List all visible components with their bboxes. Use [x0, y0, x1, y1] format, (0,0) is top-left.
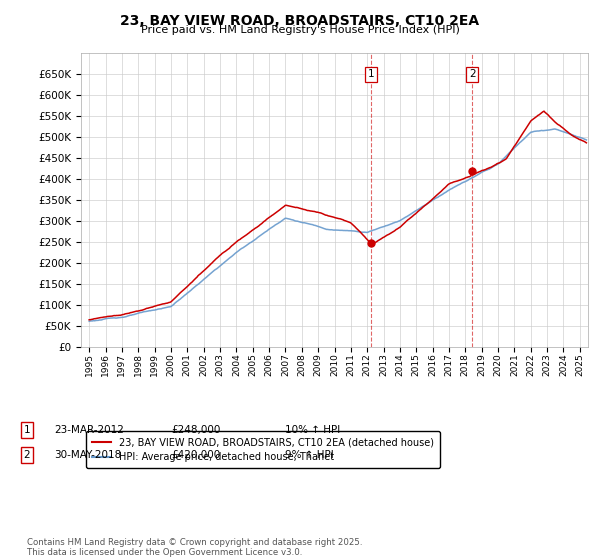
Text: 23-MAR-2012: 23-MAR-2012: [54, 425, 124, 435]
Text: 1: 1: [23, 425, 31, 435]
Text: 1: 1: [367, 69, 374, 79]
Text: 2: 2: [23, 450, 31, 460]
Text: Contains HM Land Registry data © Crown copyright and database right 2025.
This d: Contains HM Land Registry data © Crown c…: [27, 538, 362, 557]
Text: 30-MAY-2018: 30-MAY-2018: [54, 450, 121, 460]
Text: 2: 2: [469, 69, 476, 79]
Text: 10% ↑ HPI: 10% ↑ HPI: [285, 425, 340, 435]
Text: 9% ↑ HPI: 9% ↑ HPI: [285, 450, 334, 460]
Text: Price paid vs. HM Land Registry's House Price Index (HPI): Price paid vs. HM Land Registry's House …: [140, 25, 460, 35]
Text: 23, BAY VIEW ROAD, BROADSTAIRS, CT10 2EA: 23, BAY VIEW ROAD, BROADSTAIRS, CT10 2EA: [121, 14, 479, 28]
Legend: 23, BAY VIEW ROAD, BROADSTAIRS, CT10 2EA (detached house), HPI: Average price, d: 23, BAY VIEW ROAD, BROADSTAIRS, CT10 2EA…: [86, 431, 440, 468]
Text: £248,000: £248,000: [171, 425, 220, 435]
Text: £420,000: £420,000: [171, 450, 220, 460]
